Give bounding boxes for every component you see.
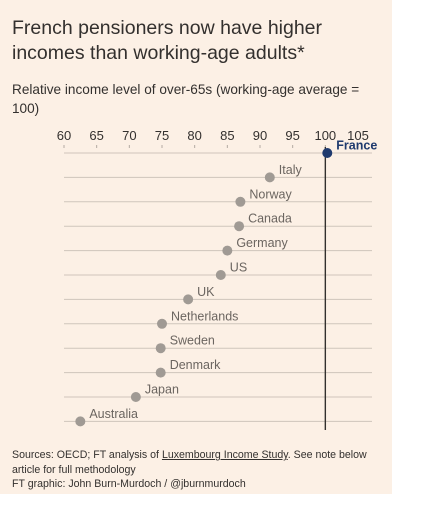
data-label: Denmark [170, 358, 221, 372]
data-point [130, 392, 141, 402]
chart-footer: Sources: OECD; FT analysis of Luxembourg… [12, 448, 384, 492]
chart-card: French pensioners now have higher income… [0, 0, 392, 494]
x-tick-label: 75 [155, 128, 169, 143]
data-label: UK [197, 285, 215, 299]
x-tick-label: 65 [89, 128, 103, 143]
x-tick-label: 100 [314, 128, 336, 143]
x-tick-label: 105 [347, 128, 369, 143]
data-point [75, 416, 86, 427]
data-point [155, 343, 166, 354]
data-label: Australia [89, 407, 138, 421]
x-tick-label: 60 [57, 128, 71, 143]
x-tick-label: 70 [122, 128, 136, 143]
data-label: France [336, 139, 377, 153]
data-label: US [230, 261, 247, 275]
data-point [235, 196, 246, 207]
data-point [215, 270, 226, 280]
data-point [155, 367, 166, 378]
chart-title: French pensioners now have higher income… [12, 17, 323, 64]
lis-link[interactable]: Luxembourg Income Study [161, 449, 288, 461]
chart-subtitle: Relative income level of over-65s (worki… [12, 82, 360, 116]
sources-prefix: Sources: OECD; FT analysis of [12, 449, 162, 461]
data-label: Netherlands [171, 309, 238, 323]
x-tick-label: 95 [285, 128, 299, 143]
data-point [183, 294, 194, 305]
x-tick-label: 90 [253, 128, 267, 143]
sources-suffix: . See note below article for full method… [12, 449, 367, 476]
data-label: Norway [249, 187, 292, 201]
data-label: Italy [279, 163, 303, 177]
data-label: Canada [248, 212, 292, 226]
data-point [234, 221, 245, 232]
x-tick-label: 85 [220, 128, 234, 143]
data-point [322, 148, 333, 158]
data-point [157, 318, 167, 329]
data-point [222, 245, 233, 256]
data-label: Germany [236, 236, 288, 250]
x-tick-label: 80 [187, 128, 201, 143]
graphic-credit: FT graphic: John Burn-Murdoch / @jburnmu… [12, 478, 246, 490]
data-label: Sweden [170, 334, 215, 348]
data-label: Japan [145, 383, 179, 397]
data-point [264, 172, 275, 183]
